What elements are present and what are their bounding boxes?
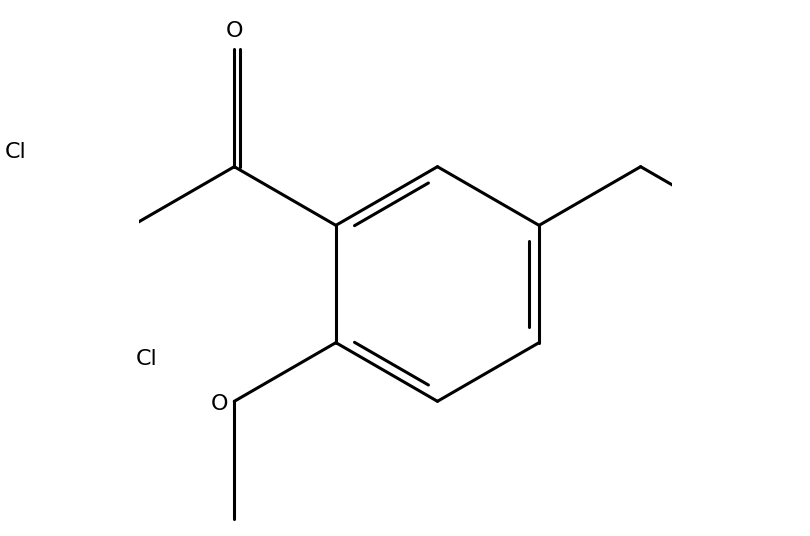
Text: Cl: Cl <box>5 143 27 162</box>
Text: Cl: Cl <box>135 349 157 369</box>
Text: O: O <box>211 394 228 414</box>
Text: O: O <box>225 21 243 41</box>
